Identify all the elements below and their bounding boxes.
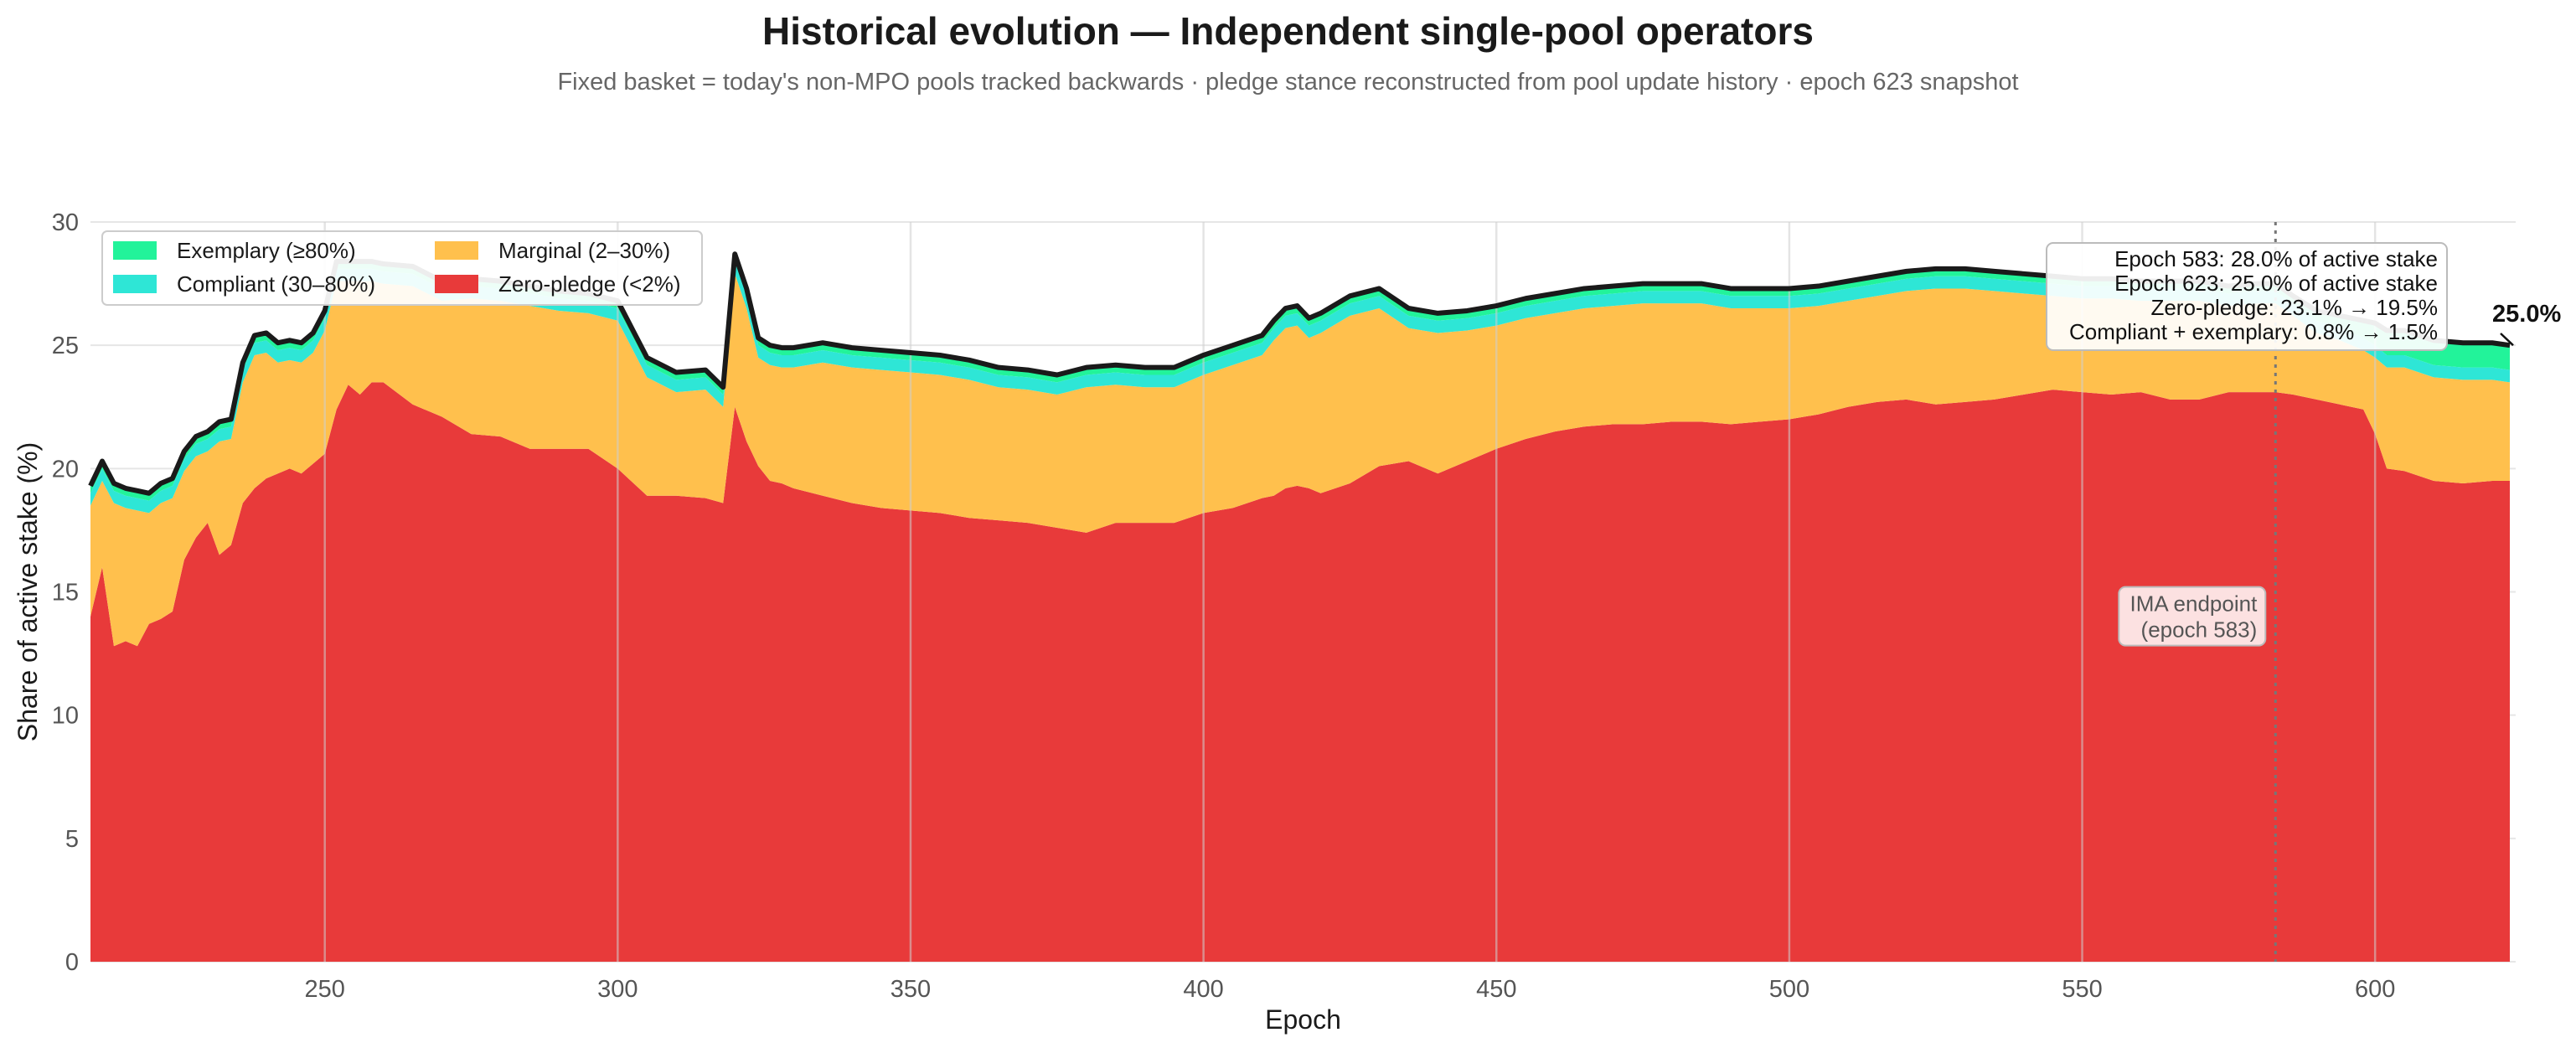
y-tick-label: 15 [52,580,79,607]
x-tick-label: 400 [1183,976,1223,1003]
annotation-line: Compliant + exemplary: 0.8% → 1.5% [2069,319,2438,344]
axis-layer: 0 5 10 15 20 25 30 250 300 350 400 450 500 550 600 Epoc… [13,209,2395,1035]
y-tick-label: 30 [52,209,79,236]
legend-box [101,230,703,306]
chart-title: Historical evolution — Independent singl… [762,9,1814,53]
legend-swatch-zero_pledge [435,275,478,293]
ima-label-box [2118,586,2267,647]
legend-label-compliant: Compliant (30–80%) [177,271,375,297]
legend-swatch-compliant [113,275,157,293]
annotation-line: Zero-pledge: 23.1% → 19.5% [2150,295,2438,320]
y-tick-label: 20 [52,456,79,483]
legend-swatch-exemplary [113,241,157,260]
end-label-leader [2500,333,2514,347]
area-marginal [90,273,2511,647]
x-tick-label: 600 [2355,976,2395,1003]
annotation-line: Epoch 623: 25.0% of active stake [2114,271,2438,296]
annotation-line: Epoch 583: 28.0% of active stake [2114,246,2438,271]
x-axis-label: Epoch [1265,1004,1341,1035]
legend-label-zero_pledge: Zero-pledge (<2%) [498,271,681,297]
x-tick-label: 300 [597,976,638,1003]
end-value-label: 25.0% [2492,301,2561,328]
x-tick-label: 450 [1476,976,1516,1003]
legend-label-exemplary: Exemplary (≥80%) [177,238,356,263]
x-tick-label: 350 [891,976,931,1003]
legend-swatch-marginal [435,241,478,260]
ima-label-line2: (epoch 583) [2141,617,2258,643]
legend: Exemplary (≥80%) Marginal (2–30%) Complian… [101,230,703,306]
y-tick-label: 25 [52,333,79,359]
y-axis-label: Share of active stake (%) [13,442,43,741]
chart-subtitle: Fixed basket = today's non-MPO pools tra… [557,69,2019,96]
x-tick-label: 500 [1769,976,1809,1003]
annotation-box-frame [2046,242,2448,351]
x-tick-label: 550 [2062,976,2102,1003]
y-tick-label: 10 [52,703,79,730]
legend-label-marginal: Marginal (2–30%) [498,238,670,263]
ima-label-line1: IMA endpoint [2130,591,2259,617]
ima-endpoint-marker: IMA endpoint(epoch 583) [2118,222,2277,962]
y-tick-label: 0 [65,949,79,976]
x-tick-label: 250 [305,976,345,1003]
y-tick-label: 5 [65,826,79,853]
area-zero_pledge [90,382,2511,963]
